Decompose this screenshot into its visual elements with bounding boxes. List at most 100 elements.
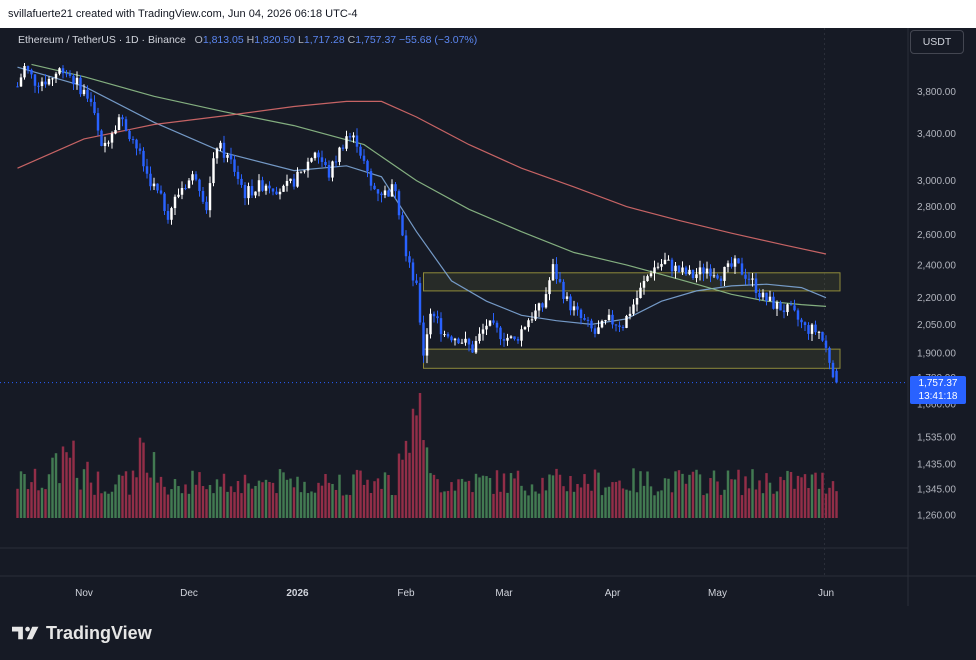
candle-body bbox=[327, 165, 331, 178]
volume-bar bbox=[208, 484, 212, 518]
volume-bar bbox=[173, 479, 177, 518]
volume-bar bbox=[30, 482, 33, 518]
candle-body bbox=[135, 139, 138, 149]
candle-body bbox=[397, 191, 401, 216]
candle-body bbox=[758, 292, 761, 298]
moving-average-fast bbox=[17, 66, 827, 326]
candle-body bbox=[593, 328, 597, 334]
candle-body bbox=[551, 264, 555, 281]
candle-body bbox=[145, 166, 149, 174]
candle-body bbox=[159, 190, 163, 194]
candle-body bbox=[828, 347, 831, 363]
symbol-name[interactable]: Ethereum / TetherUS · 1D · Binance bbox=[18, 34, 186, 46]
candle-body bbox=[243, 184, 247, 199]
candle-body bbox=[408, 256, 411, 263]
candle-body bbox=[586, 319, 590, 321]
candle-body bbox=[310, 158, 313, 162]
candle-body bbox=[495, 322, 499, 328]
symbol-legend[interactable]: Ethereum / TetherUS · 1D · Binance O1,81… bbox=[18, 32, 477, 48]
candle-body bbox=[369, 171, 373, 186]
candle-body bbox=[33, 74, 37, 86]
candle-body bbox=[639, 287, 642, 299]
bar-countdown: 13:41:18 bbox=[918, 390, 958, 402]
volume-bar bbox=[597, 472, 600, 518]
volume-bar bbox=[649, 486, 653, 518]
volume-bar bbox=[530, 484, 534, 518]
volume-bar bbox=[460, 478, 464, 518]
candle-body bbox=[58, 68, 61, 74]
candle-body bbox=[138, 148, 142, 151]
volume-bar bbox=[635, 492, 639, 518]
volume-axis-label: 1,345.00 bbox=[917, 485, 956, 496]
chart-area[interactable]: 3,800.00 3,400.00 3,000.00 2,800.00 2,600.00… bbox=[0, 28, 976, 606]
volume-bar bbox=[789, 471, 793, 518]
volume-bar bbox=[618, 480, 621, 518]
volume-bar bbox=[537, 493, 541, 518]
candle-body bbox=[712, 275, 716, 277]
candle-body bbox=[264, 185, 268, 191]
candle-body bbox=[614, 324, 618, 326]
candle-body bbox=[299, 171, 303, 173]
candle-body bbox=[523, 327, 527, 330]
volume-bar bbox=[765, 473, 768, 518]
x-tick-label: Dec bbox=[180, 588, 198, 599]
volume-bar bbox=[422, 440, 425, 518]
volume-bar bbox=[72, 440, 75, 518]
candle-body bbox=[467, 338, 471, 345]
volume-bar bbox=[61, 446, 65, 518]
volume-bar bbox=[807, 488, 810, 518]
volume-bar bbox=[688, 474, 691, 518]
candle-body bbox=[117, 117, 121, 131]
currency-button[interactable]: USDT bbox=[910, 30, 964, 54]
candle-body bbox=[100, 130, 103, 146]
candle-body bbox=[782, 310, 786, 313]
candle-body bbox=[558, 279, 562, 282]
volume-bar bbox=[747, 488, 751, 518]
volume-bar bbox=[247, 483, 250, 518]
volume-bar bbox=[222, 473, 226, 518]
candle-body bbox=[807, 325, 810, 334]
candle-body bbox=[796, 310, 800, 320]
candle-body bbox=[352, 135, 355, 138]
volume-bar bbox=[96, 471, 100, 518]
candle-body bbox=[306, 161, 310, 171]
candle-body bbox=[110, 133, 114, 143]
candle-body bbox=[30, 69, 33, 75]
candle-body bbox=[628, 313, 632, 316]
candle-body bbox=[404, 235, 408, 257]
candle-body bbox=[198, 179, 201, 192]
volume-bar bbox=[16, 488, 19, 518]
price-chart[interactable]: 3,800.00 3,400.00 3,000.00 2,800.00 2,600.00… bbox=[0, 28, 976, 606]
volume-bar bbox=[786, 470, 789, 518]
volume-bar bbox=[600, 495, 604, 518]
volume-bar bbox=[376, 478, 380, 518]
volume-bar bbox=[390, 495, 394, 518]
volume-bar bbox=[576, 483, 579, 518]
volume-bar bbox=[205, 489, 208, 518]
candle-body bbox=[450, 336, 453, 341]
volume-bar bbox=[625, 489, 628, 518]
candle-body bbox=[390, 184, 394, 197]
candle-body bbox=[457, 338, 460, 344]
candle-body bbox=[765, 292, 768, 301]
volume-bar bbox=[187, 493, 191, 518]
candle-body bbox=[401, 215, 404, 236]
candle-body bbox=[772, 296, 775, 309]
volume-bar bbox=[579, 487, 583, 518]
volume-bar bbox=[586, 483, 590, 518]
volume-bar bbox=[306, 493, 310, 518]
volume-bar bbox=[149, 477, 152, 518]
candle-body bbox=[810, 324, 814, 334]
candle-body bbox=[492, 320, 495, 323]
volume-bar bbox=[726, 470, 730, 518]
volume-bar bbox=[341, 495, 345, 518]
volume-bar bbox=[674, 471, 677, 518]
volume-bar bbox=[240, 493, 243, 518]
low-value: 1,717.28 bbox=[303, 34, 345, 46]
volume-bar bbox=[737, 469, 740, 518]
tradingview-logo[interactable]: TradingView bbox=[12, 622, 152, 644]
candle-body bbox=[212, 158, 215, 184]
volume-bar bbox=[744, 476, 747, 518]
y-tick-label: 3,800.00 bbox=[917, 87, 956, 98]
volume-bar bbox=[233, 492, 236, 518]
